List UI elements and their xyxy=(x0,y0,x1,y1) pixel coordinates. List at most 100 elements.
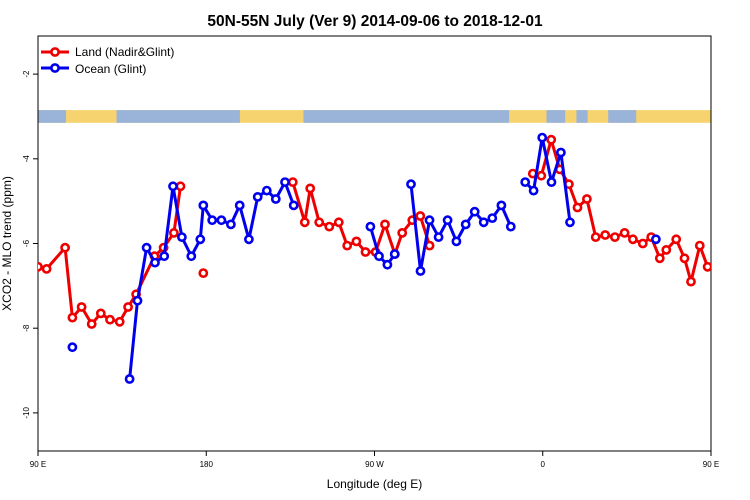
ocean-data-point xyxy=(261,185,272,196)
land-data-point xyxy=(415,211,426,221)
ocean-data-point xyxy=(243,234,254,245)
ocean-series xyxy=(67,132,735,384)
ocean-data-point xyxy=(505,221,516,232)
ocean-data-point xyxy=(556,147,566,158)
ocean-band-segment xyxy=(38,110,67,123)
land-data-point xyxy=(686,276,696,287)
ocean-data-point xyxy=(270,194,281,204)
ocean-data-point xyxy=(520,177,531,187)
land-series-line xyxy=(730,294,750,324)
land-data-point xyxy=(287,177,298,187)
land-data-point xyxy=(694,240,705,251)
land-data-point xyxy=(95,308,106,319)
land-data-point xyxy=(67,312,78,323)
land-data-point xyxy=(610,232,620,242)
ocean-data-point xyxy=(406,179,416,190)
land-data-point xyxy=(721,244,728,251)
ocean-data-point xyxy=(124,374,135,384)
ocean-band-segment xyxy=(116,110,240,123)
ocean-data-point xyxy=(216,215,227,226)
ocean-data-point xyxy=(528,185,539,196)
ocean-data-point xyxy=(478,217,489,228)
land-data-point xyxy=(661,244,672,255)
land-data-point xyxy=(671,234,682,245)
ocean-series-line xyxy=(128,180,296,380)
land-data-point xyxy=(175,181,186,192)
x-tick-label: 90 W xyxy=(365,460,384,469)
land-data-point xyxy=(582,194,592,204)
land-data-point xyxy=(360,247,371,257)
land-data-point xyxy=(424,240,435,251)
ocean-data-point xyxy=(186,251,197,262)
ocean-data-point xyxy=(537,132,548,143)
ocean-band-segment xyxy=(576,110,588,123)
land-data-point xyxy=(114,316,125,327)
ocean-data-point xyxy=(159,251,170,262)
land-data-point xyxy=(619,227,630,238)
ocean-data-point xyxy=(424,215,435,226)
land-data-point xyxy=(86,319,97,329)
land-data-point xyxy=(536,170,547,181)
ocean-data-point xyxy=(288,200,299,211)
land-data-point xyxy=(333,217,344,228)
land-data-point xyxy=(76,302,87,312)
ocean-data-point xyxy=(433,232,444,242)
ocean-data-point xyxy=(207,215,218,226)
ocean-data-point xyxy=(496,200,507,211)
land-data-point xyxy=(324,221,335,232)
legend: Land (Nadir&Glint) Ocean (Glint) xyxy=(41,45,174,76)
x-axis-label: Longitude (deg E) xyxy=(327,477,422,491)
ocean-data-point xyxy=(141,242,152,253)
ocean-data-point xyxy=(728,344,735,351)
land-data-point xyxy=(712,265,719,272)
land-ocean-mask-band xyxy=(38,110,711,123)
ocean-data-point xyxy=(195,234,206,245)
ocean-band-segment xyxy=(608,110,637,123)
land-data-point xyxy=(637,238,648,249)
ocean-data-point xyxy=(67,342,78,353)
land-data-point xyxy=(572,202,583,213)
legend-ocean-marker xyxy=(50,63,60,73)
land-data-point xyxy=(735,303,742,310)
chart-title: 50N-55N July (Ver 9) 2014-09-06 to 2018-… xyxy=(207,13,543,30)
land-data-point xyxy=(305,183,316,194)
ocean-data-point xyxy=(168,181,178,192)
ocean-data-point xyxy=(150,257,160,268)
land-data-point xyxy=(198,268,209,278)
land-series-line xyxy=(291,181,432,256)
y-tick-label: -8 xyxy=(22,324,31,332)
ocean-data-point xyxy=(198,200,209,211)
land-data-point xyxy=(299,217,310,228)
land-series xyxy=(38,134,750,329)
ocean-data-point xyxy=(651,234,661,245)
land-data-point xyxy=(351,236,362,247)
land-data-point xyxy=(314,217,325,228)
ocean-data-point xyxy=(132,295,143,306)
y-axis: -2 -4 -6 -8 -10 xyxy=(22,70,38,419)
land-data-point xyxy=(546,134,557,145)
y-tick-label: -4 xyxy=(22,155,31,163)
ocean-data-point xyxy=(460,219,471,230)
ocean-data-point xyxy=(487,213,498,223)
ocean-data-point xyxy=(176,232,187,242)
ocean-data-point xyxy=(442,215,453,226)
ocean-data-point xyxy=(374,251,384,262)
land-data-point xyxy=(702,261,711,272)
ocean-data-point xyxy=(565,217,575,228)
y-tick-label: -6 xyxy=(22,239,31,247)
land-data-point xyxy=(123,302,134,312)
land-data-point xyxy=(397,227,408,238)
land-data-point xyxy=(679,253,690,264)
land-data-point xyxy=(342,240,353,251)
ocean-series-line xyxy=(368,226,396,267)
land-data-point xyxy=(41,263,52,274)
y-axis-label: XCO2 - MLO trend (ppm) xyxy=(0,176,14,311)
land-data-point xyxy=(105,314,115,325)
ocean-data-point xyxy=(280,177,290,187)
ocean-series-line xyxy=(409,184,513,273)
ocean-band-segment xyxy=(303,110,510,123)
ocean-data-point xyxy=(365,221,376,232)
ocean-data-point xyxy=(382,259,393,270)
land-data-point xyxy=(168,227,179,238)
